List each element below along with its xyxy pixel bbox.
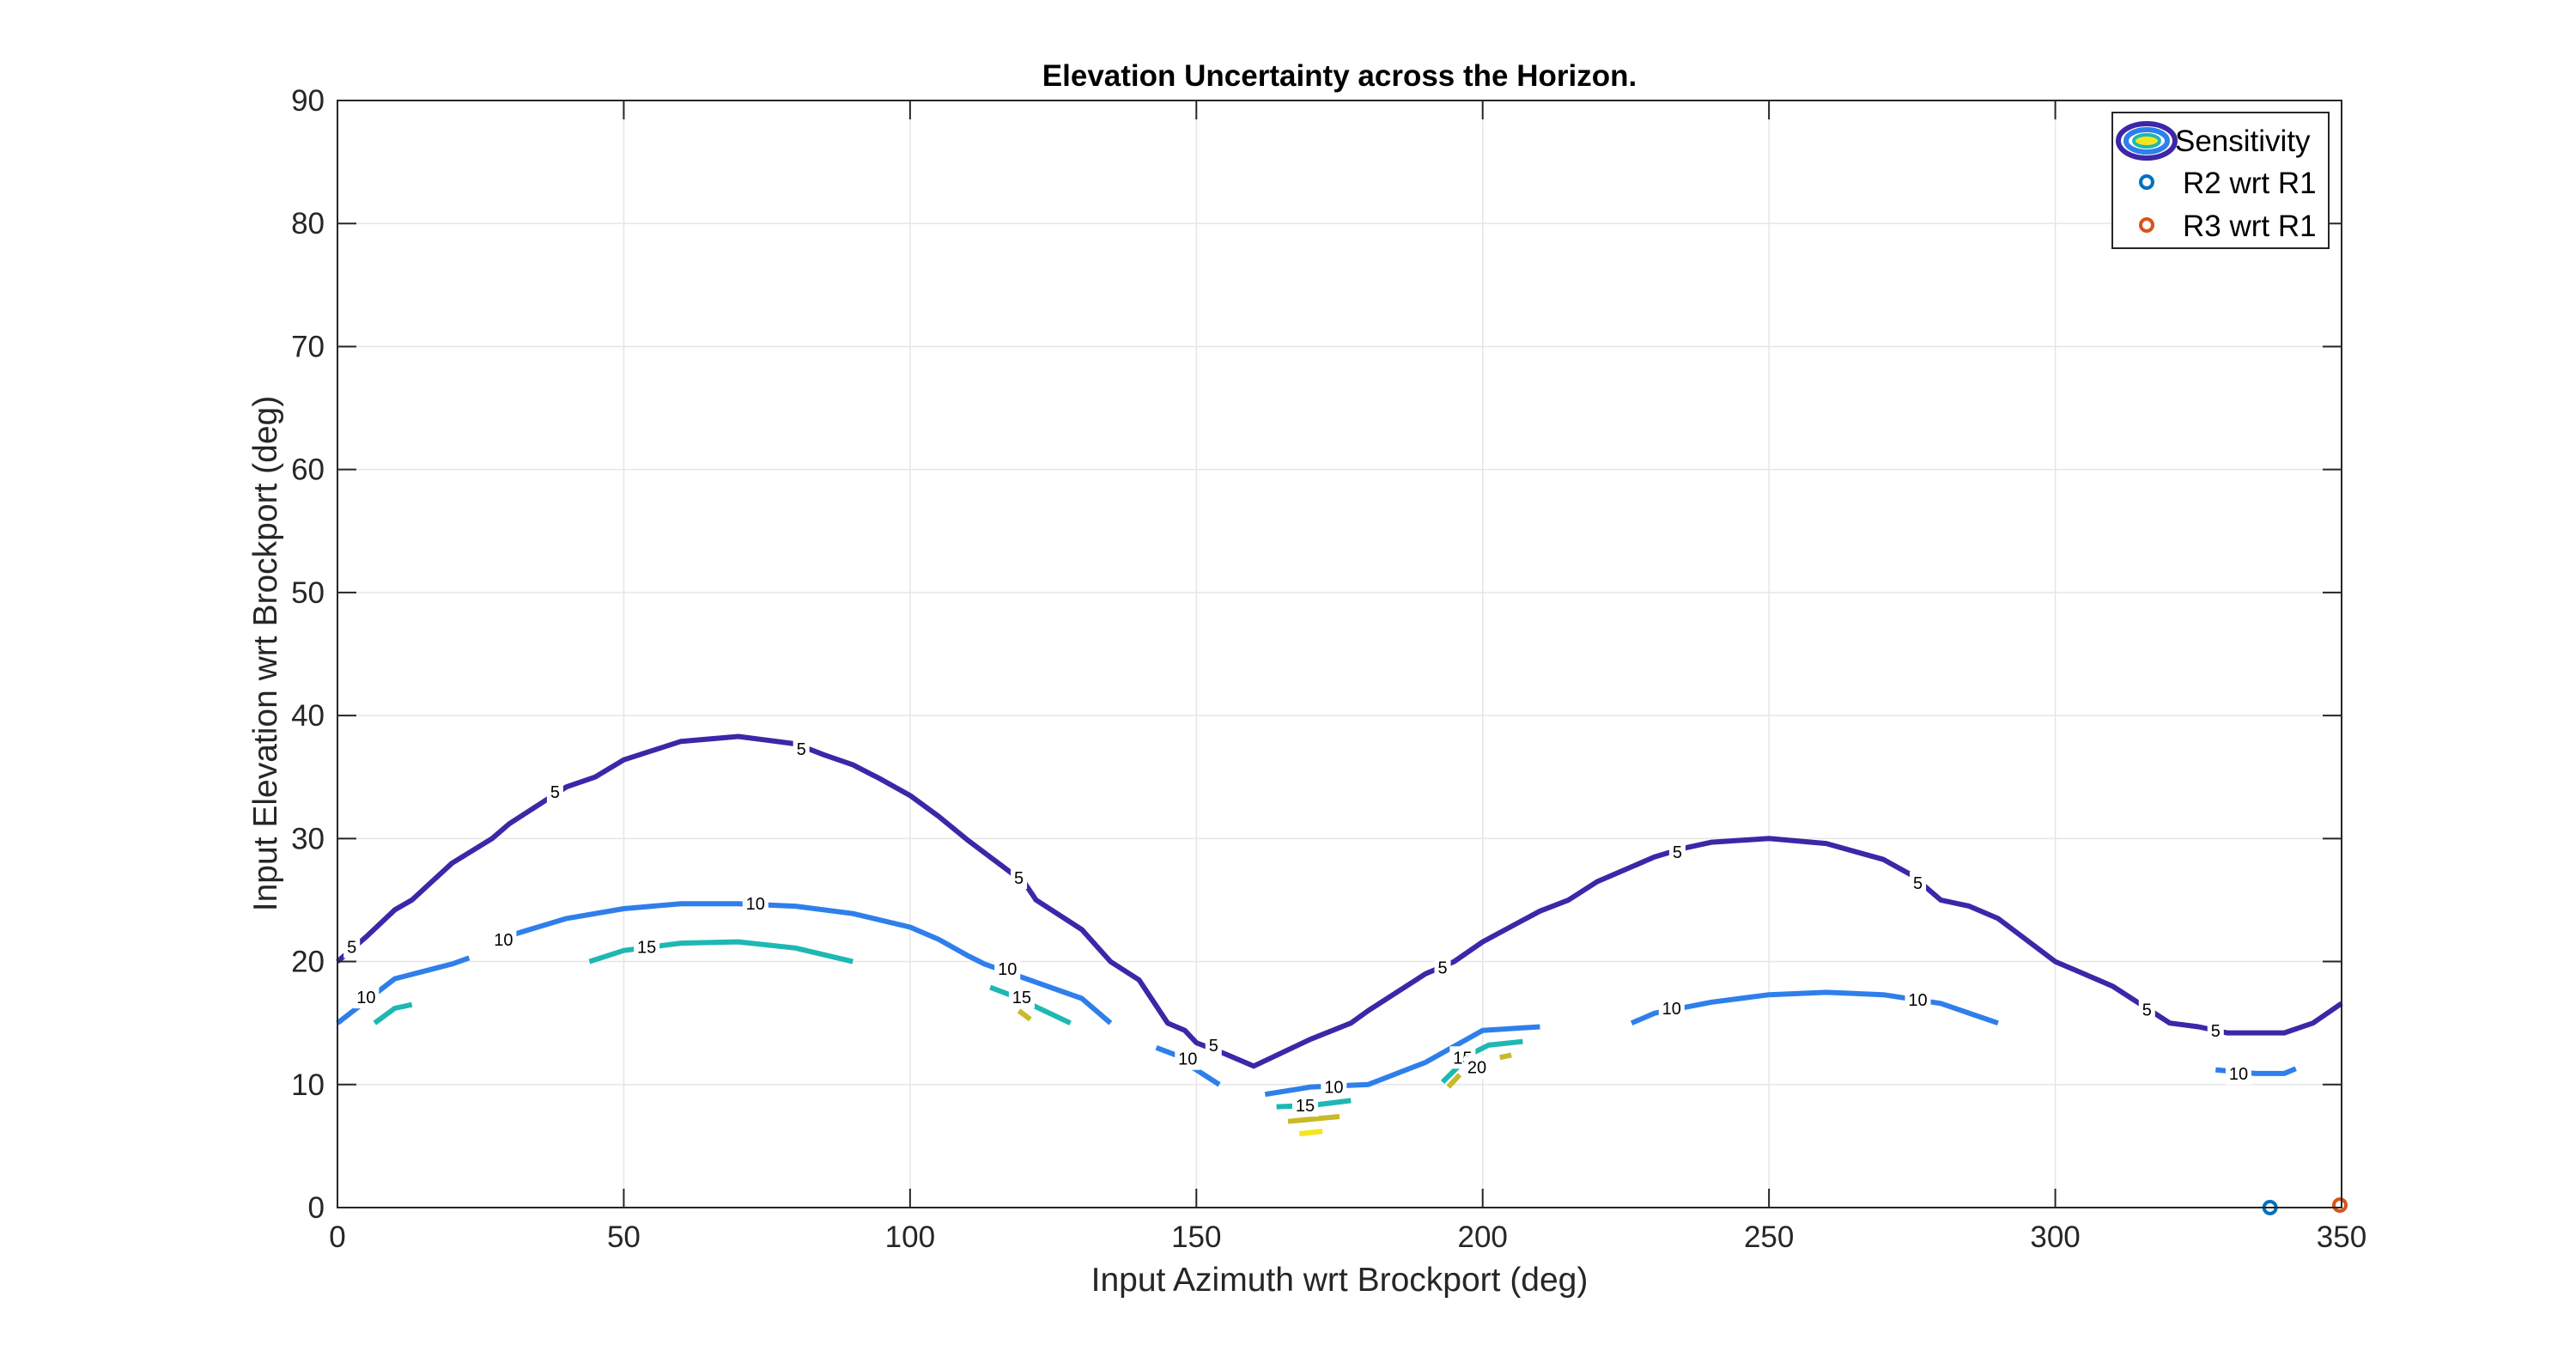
contour-label-background: [1175, 1047, 1201, 1070]
contour-label-5: 5: [1673, 843, 1682, 862]
contour-label-background: [353, 986, 380, 1009]
contour-label-10: 10: [1662, 1000, 1681, 1019]
y-tick-label: 50: [291, 576, 325, 610]
plot-area: [337, 100, 2342, 1208]
contour-label-5: 5: [797, 740, 806, 759]
contour-label-15: 15: [637, 938, 656, 957]
y-tick-label: 10: [291, 1068, 325, 1102]
contour-label-background: [546, 780, 563, 803]
contour-label-10: 10: [356, 989, 375, 1007]
contour-label-background: [1011, 867, 1028, 890]
contour-line-level-15: [373, 1001, 413, 1025]
contour-label-10: 10: [1908, 991, 1927, 1010]
contour-line-level-25: [1298, 1129, 1323, 1137]
contour-label-5: 5: [347, 938, 356, 957]
contour-label-5: 5: [2142, 1001, 2152, 1019]
contour-label-5: 5: [1437, 959, 1447, 978]
legend-label-sensitivity: Sensitivity: [2175, 125, 2311, 158]
contour-label-background: [1321, 1075, 1347, 1098]
contour-line-level-10: [1264, 1024, 1540, 1098]
legend: Sensitivity R2 wrt R1 R3 wrt R1: [2111, 112, 2330, 249]
y-tick-label: 40: [291, 699, 325, 733]
contour-label-background: [793, 737, 810, 760]
contour-line-level-5: [336, 733, 2343, 1069]
contour-line-level-20: [1446, 1073, 1462, 1089]
x-tick-label: 350: [2317, 1220, 2366, 1254]
contour-label-10: 10: [494, 931, 513, 950]
y-axis-label: Input Elevation wrt Brockport (deg): [247, 396, 284, 911]
contour-line-level-15: [588, 939, 854, 965]
x-tick-label: 50: [607, 1220, 641, 1254]
contour-label-background: [634, 935, 660, 958]
y-tick-label: 30: [291, 822, 325, 855]
contour-label-15: 15: [1296, 1097, 1315, 1116]
contour-label-5: 5: [1913, 874, 1923, 893]
contour-label-background: [1205, 1033, 1222, 1056]
contour-label-5: 5: [2211, 1022, 2221, 1041]
contour-label-10: 10: [1324, 1079, 1343, 1098]
y-tick-label: 90: [291, 84, 325, 118]
contour-line-level-10: [491, 901, 1113, 1025]
y-tick-label: 80: [291, 207, 325, 240]
contour-label-10: 10: [1178, 1050, 1197, 1069]
contour-label-background: [490, 928, 517, 951]
y-tick-label: 70: [291, 330, 325, 363]
legend-marker-r3: [2139, 217, 2154, 233]
contour-label-background: [1434, 956, 1451, 979]
data-point-r3-wrt-r1: [2331, 1197, 2348, 1214]
contour-line-level-20: [1499, 1052, 1512, 1061]
chart-title: Elevation Uncertainty across the Horizon…: [1042, 59, 1637, 93]
contour-label-background: [2225, 1062, 2251, 1085]
contour-line-level-20: [1017, 1008, 1032, 1022]
contour-label-background: [1910, 871, 1927, 894]
contour-line-level-20: [1287, 1114, 1340, 1124]
contour-label-15: 15: [1012, 989, 1031, 1007]
contour-label-10: 10: [2229, 1065, 2248, 1084]
y-tick-label: 0: [308, 1191, 325, 1225]
contour-label-background: [1464, 1056, 1491, 1079]
x-tick-labels: 0 50 100 150 200 250 300 350: [329, 1220, 2366, 1254]
contour-label-background: [1008, 986, 1035, 1009]
contour-label-20: 20: [1467, 1059, 1486, 1078]
contour-label-background: [343, 935, 361, 958]
x-tick-label: 150: [1171, 1220, 1221, 1254]
x-tick-label: 250: [1744, 1220, 1794, 1254]
legend-label-r2: R2 wrt R1: [2183, 167, 2317, 200]
contour-label-5: 5: [550, 783, 560, 802]
contour-label-background: [1668, 841, 1686, 864]
plot-box: [337, 100, 2342, 1208]
contour-label-5: 5: [1209, 1037, 1218, 1056]
contour-label-10: 10: [998, 960, 1017, 979]
contour-label-background: [2207, 1019, 2224, 1042]
legend-label-r3: R3 wrt R1: [2183, 210, 2317, 243]
contour-label-background: [1658, 996, 1685, 1019]
x-tick-label: 100: [885, 1220, 935, 1254]
x-axis-label: Input Azimuth wrt Brockport (deg): [1091, 1262, 1589, 1299]
x-tick-label: 0: [329, 1220, 345, 1254]
x-tick-label: 300: [2030, 1220, 2080, 1254]
axis-ticks: [337, 100, 2342, 1208]
contour-label-background: [1905, 988, 1931, 1011]
contour-label-background: [1291, 1094, 1318, 1117]
contour-label-background: [2138, 998, 2155, 1021]
contour-label-10: 10: [746, 895, 765, 914]
contour-label-5: 5: [1014, 869, 1024, 888]
x-tick-label: 200: [1458, 1220, 1508, 1254]
legend-marker-r2: [2139, 174, 2154, 190]
legend-contour-swatch: [2116, 121, 2178, 161]
y-tick-labels: 0 10 20 30 40 50 60 70 80 90: [291, 84, 325, 1225]
contour-label-background: [994, 958, 1021, 981]
y-tick-label: 60: [291, 453, 325, 487]
y-tick-label: 20: [291, 946, 325, 979]
contour-label-background: [742, 892, 769, 916]
